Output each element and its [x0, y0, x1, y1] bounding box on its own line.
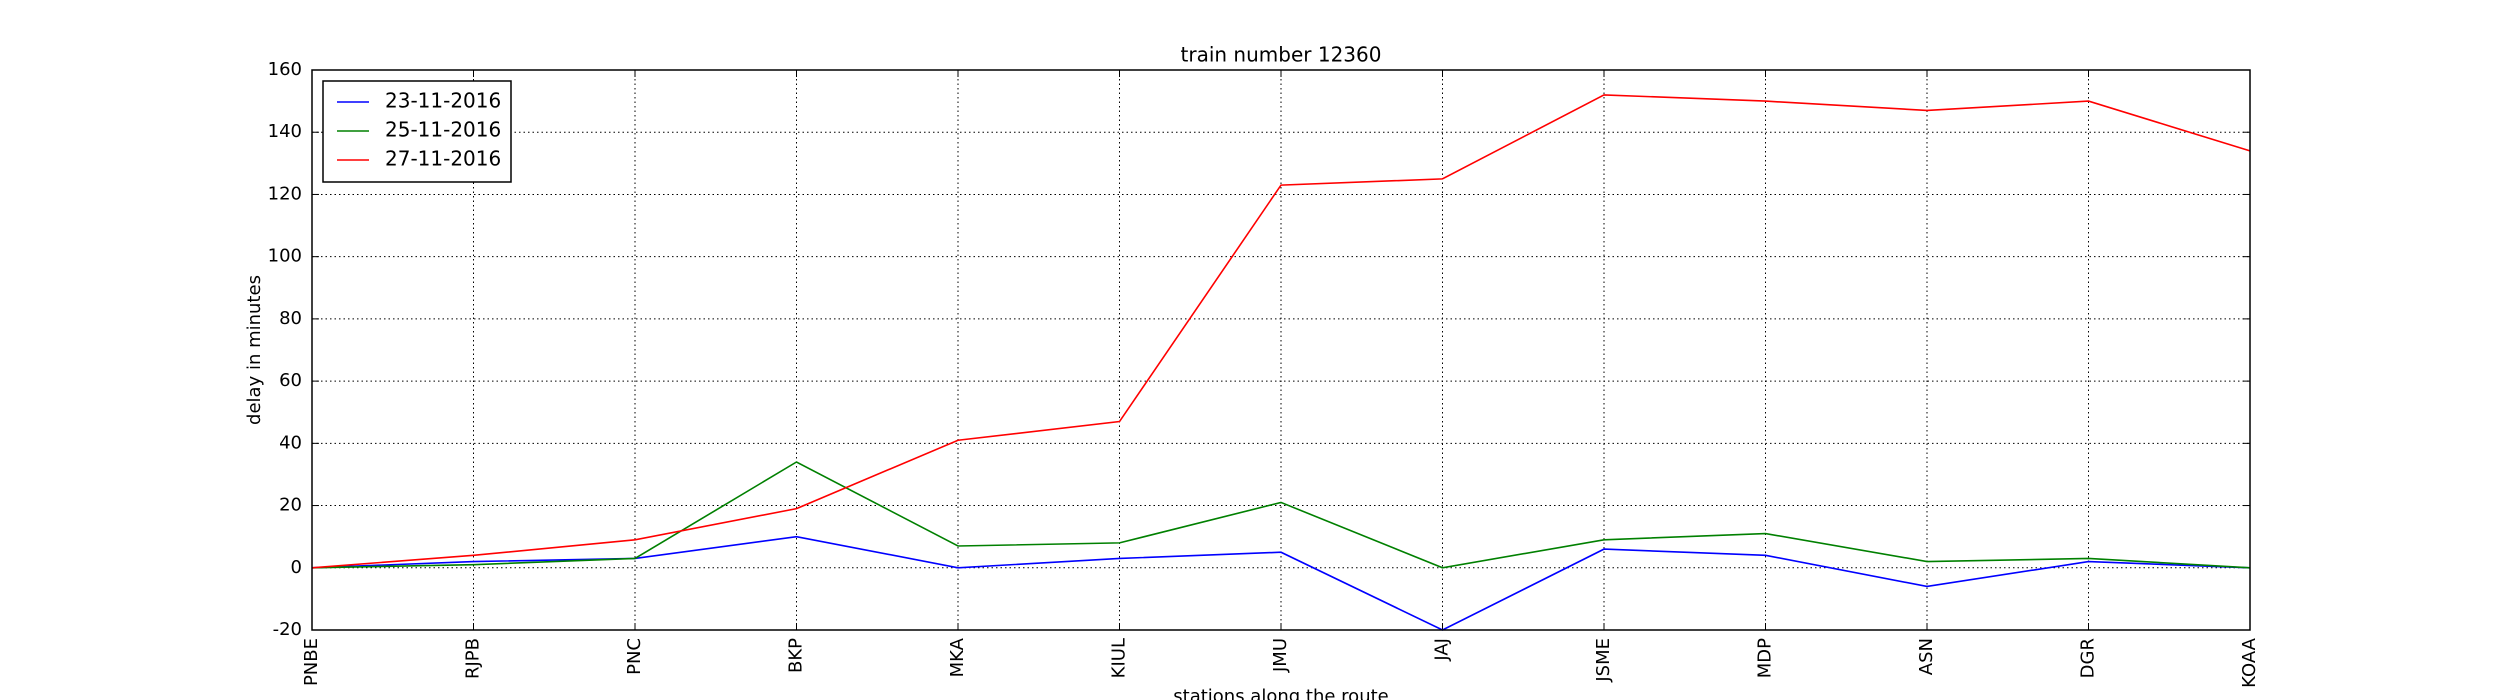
x-tick-label: KOAA — [2239, 637, 2260, 687]
x-tick-label: MDP — [1755, 638, 1776, 678]
x-tick-label: RJPB — [463, 638, 484, 679]
x-tick-label: JSME — [1593, 638, 1614, 683]
y-tick-label: 120 — [268, 183, 302, 204]
x-tick-label: DGR — [2078, 638, 2099, 678]
y-tick-label: 20 — [279, 495, 302, 516]
series-line — [311, 461, 2251, 569]
y-tick-label: 60 — [279, 370, 302, 391]
y-tick-label: 40 — [279, 432, 302, 453]
x-tick-label: BKP — [786, 638, 807, 673]
x-tick-label: JAJ — [1432, 638, 1453, 662]
y-axis-label: delay in minutes — [244, 275, 265, 425]
y-tick-label: 100 — [268, 246, 302, 267]
legend-label: 23-11-2016 — [385, 89, 501, 113]
plot-frame — [311, 69, 2251, 631]
chart-title: train number 12360 — [1181, 43, 1382, 67]
x-tick-label: JMU — [1270, 638, 1291, 673]
y-tick-label: 0 — [291, 557, 302, 578]
legend: 23-11-2016 25-11-2016 27-11-2016 — [322, 80, 512, 183]
x-tick-label: KIUL — [1109, 638, 1130, 678]
legend-label: 27-11-2016 — [385, 147, 501, 171]
y-tick-label: -20 — [273, 619, 302, 640]
legend-label: 25-11-2016 — [385, 118, 501, 142]
x-tick-label: MKA — [947, 637, 968, 677]
x-tick-label: PNBE — [301, 638, 322, 686]
x-tick-label: PNC — [624, 638, 645, 675]
y-tick-label: 80 — [279, 308, 302, 329]
x-axis-label: stations along the route — [1173, 686, 1388, 700]
series-line — [311, 94, 2251, 569]
x-tick-label: ASN — [1916, 638, 1937, 675]
y-tick-label: 160 — [268, 59, 302, 80]
y-tick-label: 140 — [268, 121, 302, 142]
